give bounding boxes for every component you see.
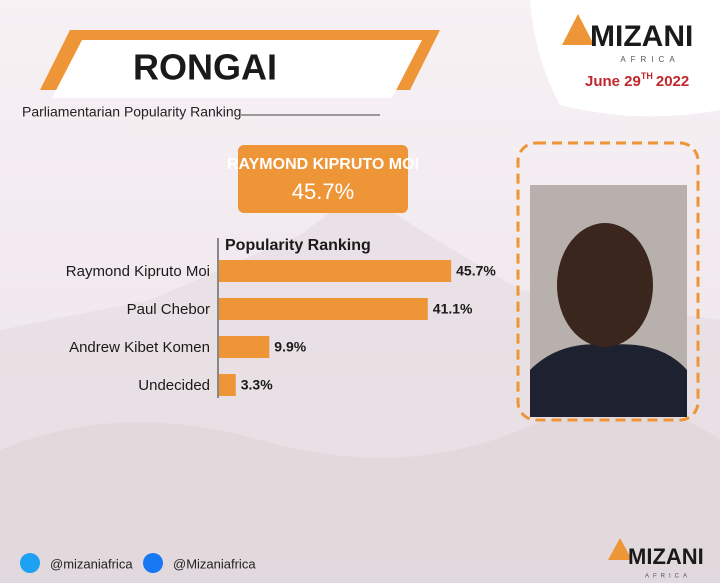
footer-tagline: AFRICA [645,574,691,580]
highlight-name: RAYMOND KIPRUTO MOI [227,156,419,173]
subtitle: Parliamentarian Popularity Ranking [22,104,241,120]
highlight-value: 45.7% [292,179,354,204]
category-label: Raymond Kipruto Moi [66,263,210,280]
twitter-icon [20,553,40,573]
bars: Raymond Kipruto Moi 45.7% Paul Chebor 41.1%… [66,260,496,396]
value-label: 41.1% [433,301,473,317]
title: RONGAI [133,47,277,88]
photo-face [557,223,653,347]
category-label: Undecided [138,377,210,394]
title-box [52,40,422,98]
brand-tagline: AFRICA [620,55,679,64]
facebook-icon [143,553,163,573]
photo-suit [530,344,687,417]
category-label: Paul Chebor [127,301,210,318]
value-label: 3.3% [241,377,273,393]
bar [219,298,428,320]
facebook-handle: @Mizaniafrica [173,556,256,571]
value-label: 45.7% [456,263,496,279]
highlight-box [238,145,408,213]
value-label: 9.9% [274,339,306,355]
bar [219,374,236,396]
photo-frame [516,141,700,422]
hills [0,407,720,583]
date: June 29TH 2022 [585,71,689,90]
footer-logo-icon [608,538,632,560]
category-label: Andrew Kibet Komen [69,339,210,356]
footer-brand: MIZANI [628,544,704,569]
chart-title: Popularity Ranking [225,237,371,254]
bar [219,260,452,282]
logo-icon [562,14,594,45]
brand-name: MIZANI [590,20,693,53]
twitter-handle: @mizaniafrica [50,556,133,571]
bar [219,336,270,358]
